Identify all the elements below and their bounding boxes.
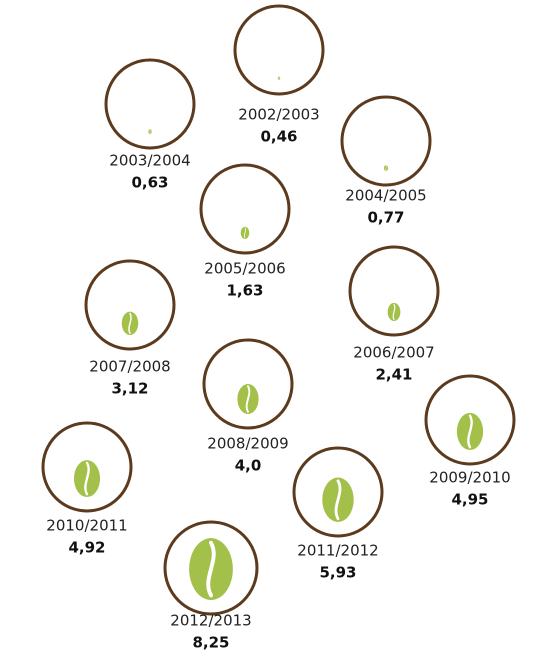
value-label: 0,63 [131,174,168,192]
category-label: 2011/2012 [297,542,378,560]
category-label: 2007/2008 [89,358,170,376]
category-label: 2005/2006 [204,260,285,278]
ring [424,374,516,466]
value-label: 8,25 [192,634,229,652]
category-label: 2009/2010 [429,469,510,487]
category-label: 2002/2003 [238,106,319,124]
ring [104,58,196,150]
ring [233,4,325,96]
category-label: 2012/2013 [170,612,251,630]
value-label: 4,0 [235,457,262,475]
ring [202,338,294,430]
value-label: 1,63 [226,282,263,300]
bean-crease [392,303,396,321]
category-label: 2003/2004 [109,152,190,170]
ring [348,245,440,337]
bean-crease [245,385,251,413]
value-label: 4,95 [451,491,488,509]
ring [163,520,259,616]
bean-crease [84,461,90,496]
value-label: 2,41 [375,366,412,384]
bean-crease [467,414,473,449]
ring [41,421,133,513]
ring [340,95,432,187]
value-label: 4,92 [68,539,105,557]
bean-crease [385,165,387,171]
value-label: 5,93 [319,564,356,582]
category-label: 2010/2011 [46,517,127,535]
ring [84,259,176,351]
bean-crease [334,479,342,521]
bean-crease [128,312,132,334]
value-label: 0,46 [260,128,297,146]
ring [292,446,384,538]
value-label: 3,12 [111,380,148,398]
category-label: 2004/2005 [345,187,426,205]
bean-crease [244,227,246,239]
ring [199,163,291,255]
category-label: 2006/2007 [353,344,434,362]
bean-crease [206,540,216,598]
category-label: 2008/2009 [207,435,288,453]
value-label: 0,77 [367,209,404,227]
